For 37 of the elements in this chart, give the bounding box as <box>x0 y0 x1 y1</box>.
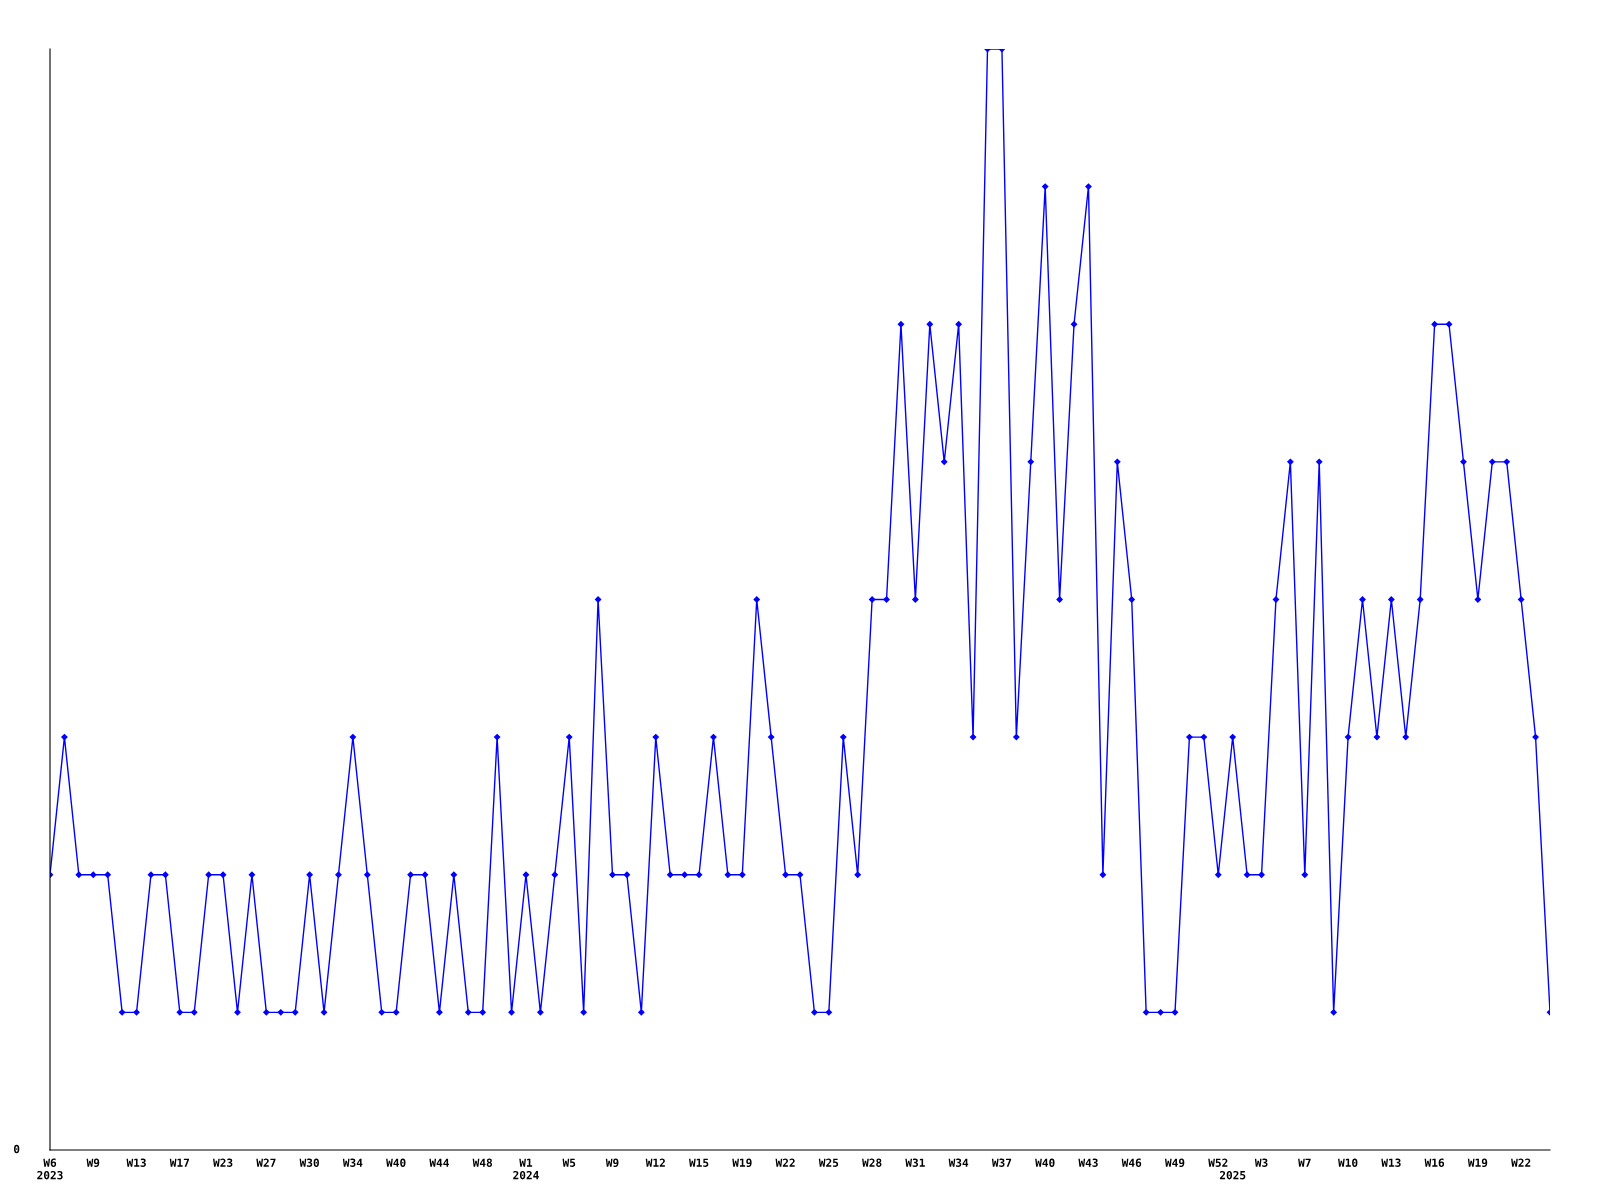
x-tick-label: W9 <box>605 1158 619 1167</box>
x-tick-label: W1 2024 <box>513 1158 539 1180</box>
x-tick-label: W34 <box>342 1158 363 1167</box>
x-tick-label: W46 <box>1121 1158 1142 1167</box>
x-tick-label: W13 <box>1381 1158 1401 1167</box>
x-tick-label: W30 <box>299 1158 319 1167</box>
x-tick-label: W40 <box>386 1158 406 1167</box>
x-tick-label: W49 <box>1164 1158 1185 1167</box>
x-tick-label: W12 <box>645 1158 665 1167</box>
x-tick-label: W3 <box>1254 1158 1268 1167</box>
x-tick-label: W25 <box>818 1158 839 1167</box>
text: 0 <box>13 1144 20 1154</box>
x-tick-label: W16 <box>1424 1158 1445 1167</box>
x-tick-label: W7 <box>1298 1158 1311 1167</box>
x-tick-label: W48 <box>472 1158 493 1167</box>
x-tick-label: W22 <box>775 1158 795 1167</box>
x-tick-label: W52 <box>1208 1158 1228 1167</box>
x-tick-label: W17 <box>169 1158 190 1167</box>
x-tick-label: W44 <box>429 1158 449 1167</box>
x-tick-label: 2025 <box>1219 1170 1246 1180</box>
x-tick-label: W9 <box>86 1158 100 1167</box>
x-tick-label: W28 <box>862 1158 882 1167</box>
x-tick-label: W40 <box>1035 1158 1055 1167</box>
x-tick-label: W31 <box>905 1158 925 1167</box>
x-tick-label: W15 <box>689 1158 709 1167</box>
x-tick-label: W34 <box>948 1158 969 1167</box>
x-tick-label: W6 2023 <box>37 1158 63 1180</box>
x-tick-label: W43 <box>1078 1158 1098 1167</box>
x-tick-label: W22 <box>1511 1158 1531 1167</box>
x-tick-label: W10 <box>1338 1158 1358 1167</box>
x-tick-label: W19 <box>732 1158 752 1167</box>
x-tick-label: W19 <box>1467 1158 1488 1167</box>
x-tick-label: W13 <box>126 1158 146 1167</box>
x-tick-label: W27 <box>256 1158 276 1167</box>
x-tick-label: W23 <box>213 1158 233 1167</box>
x-tick-label: W37 <box>991 1158 1012 1167</box>
x-tick-label: W5 <box>562 1158 576 1167</box>
